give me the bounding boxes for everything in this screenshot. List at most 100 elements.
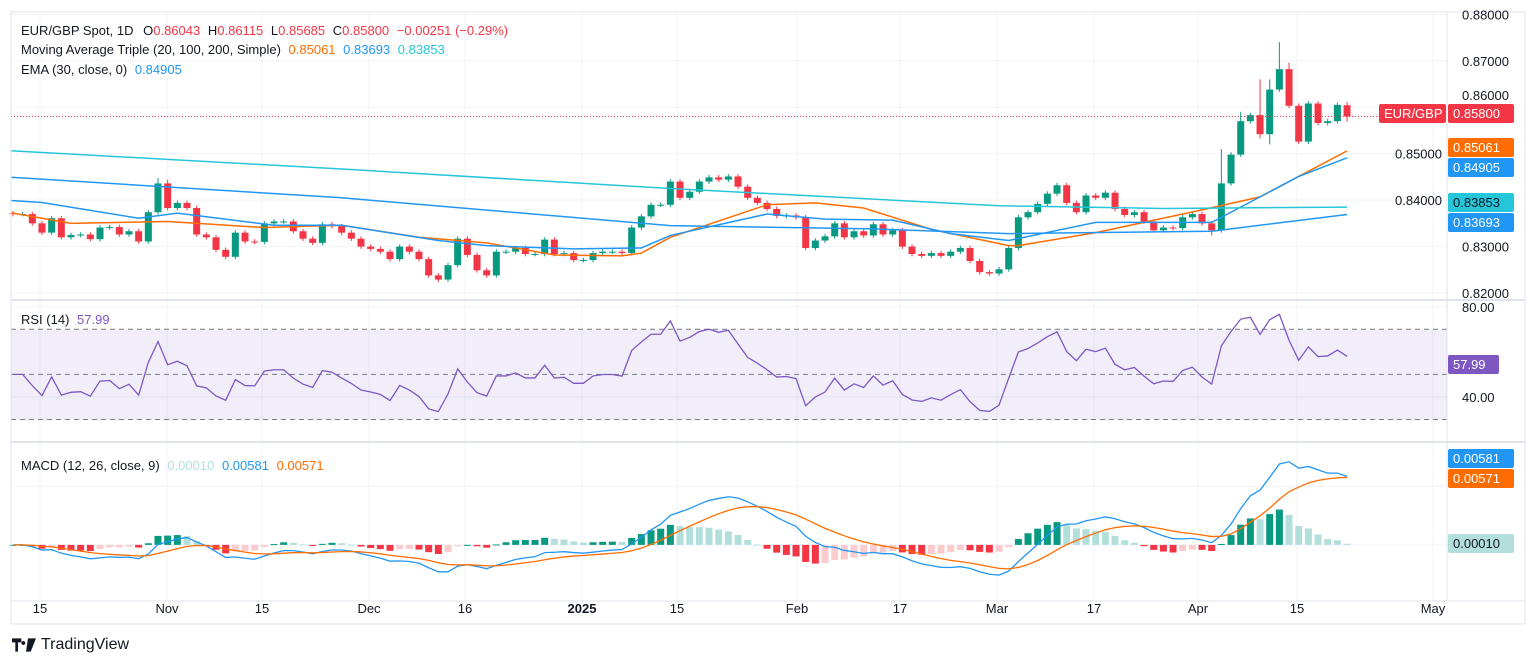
candle-body: [666, 181, 674, 205]
ma200-value: 0.83853: [397, 42, 445, 57]
candle-body: [193, 208, 201, 235]
macd-histogram-bar: [956, 544, 964, 550]
macd-histogram-bar: [1111, 536, 1119, 545]
time-tick-label: Feb: [786, 601, 808, 616]
candle-body: [831, 223, 839, 237]
candle-body: [135, 231, 143, 242]
candle-body: [1043, 193, 1051, 204]
high-value: 0.86115: [217, 23, 264, 38]
macd-histogram-bar: [425, 544, 433, 553]
macd-histogram-bar: [715, 529, 723, 545]
time-tick-label: 15: [33, 601, 47, 616]
macd-histogram-bar: [550, 538, 558, 545]
macd-histogram-bar: [1024, 533, 1032, 545]
candle-body: [38, 223, 46, 233]
candle-body: [405, 246, 413, 252]
macd-histogram-bar: [309, 544, 317, 546]
candle-body: [144, 212, 152, 242]
candle-body: [753, 197, 761, 203]
candle-body: [821, 236, 829, 241]
candle-body: [77, 234, 85, 236]
macd-histogram-bar: [144, 543, 152, 545]
sma200-line: [11, 150, 1348, 210]
open-value: 0.86043: [153, 23, 201, 38]
ema-legend[interactable]: EMA (30, close, 0) 0.84905: [21, 61, 186, 78]
candle-body: [937, 253, 945, 256]
macd-histogram-bar: [985, 544, 993, 553]
candle-body: [231, 232, 239, 257]
candle-body: [1198, 214, 1206, 224]
macd-histogram-bar: [927, 544, 935, 555]
rsi-tag: 57.99: [1448, 355, 1499, 374]
candle-body: [811, 240, 819, 248]
candle-body: [1121, 208, 1129, 215]
price-tick-label: 0.84000: [1395, 193, 1442, 208]
macd-histogram-bar: [608, 541, 616, 545]
macd-histogram-bar: [405, 544, 413, 549]
macd-histogram-bar: [318, 543, 326, 545]
candle-body: [67, 234, 75, 238]
signal-tag: 0.00571: [1448, 469, 1514, 488]
ma-legend[interactable]: Moving Average Triple (20, 100, 200, Sim…: [21, 41, 449, 58]
candle-body: [773, 208, 781, 216]
macd-histogram-bar: [599, 541, 607, 545]
candle-body: [1101, 192, 1109, 198]
macd-histogram-bar: [705, 527, 713, 545]
macd-histogram-bar: [1179, 544, 1187, 552]
candle-body: [183, 202, 191, 209]
macd-histogram-bar: [473, 544, 481, 547]
tradingview-logo-icon: [12, 638, 36, 652]
macd-histogram-bar: [299, 544, 307, 546]
macd-histogram-bar: [908, 544, 916, 554]
symbol-legend: EUR/GBP Spot, 1D O0.86043 H0.86115 L0.85…: [21, 22, 512, 39]
candle-body: [1275, 69, 1283, 90]
candle-body: [270, 221, 278, 224]
macd-histogram-bar: [357, 544, 365, 547]
candle-body: [425, 259, 433, 276]
macd-histogram-bar: [966, 544, 974, 551]
macd-histogram-bar: [173, 535, 181, 545]
macd-histogram-bar: [502, 542, 510, 545]
macd-histogram-bar: [589, 542, 597, 545]
tradingview-logo[interactable]: TradingView: [12, 636, 129, 654]
macd-histogram-bar: [773, 544, 781, 553]
candle-body: [483, 270, 491, 276]
candle-body: [1188, 214, 1196, 218]
macd-histogram-bar: [1034, 528, 1042, 545]
candle-body: [966, 247, 974, 261]
macd-histogram-bar: [1237, 524, 1245, 545]
macd-histogram-bar: [434, 544, 442, 554]
symbol-title: EUR/GBP Spot, 1D: [21, 23, 134, 38]
candle-body: [376, 248, 384, 252]
candle-body: [251, 241, 259, 243]
time-tick-label: May: [1421, 601, 1446, 616]
rsi-legend[interactable]: RSI (14) 57.99: [21, 311, 114, 328]
macd-histogram-bar: [1324, 539, 1332, 545]
candle-body: [444, 265, 452, 280]
macd-legend[interactable]: MACD (12, 26, close, 9) 0.00010 0.00581 …: [21, 457, 328, 474]
macd-histogram-bar: [512, 540, 520, 545]
rsi-tick-label: 80.00: [1462, 300, 1495, 315]
macd-histogram-bar: [338, 543, 346, 545]
candle-body: [1140, 212, 1148, 222]
macd-histogram-bar: [579, 542, 587, 545]
candle-body: [763, 202, 771, 209]
ma20-tag: 0.85061: [1448, 138, 1514, 157]
price-tick-label: 0.86000: [1462, 88, 1509, 103]
macd-histogram-bar: [1101, 531, 1109, 545]
macd-histogram-bar: [1053, 522, 1061, 545]
macd-histogram-bar: [463, 544, 471, 546]
candle-body: [1024, 212, 1032, 218]
candle-body: [840, 223, 848, 238]
candle-body: [347, 232, 355, 239]
candle-body: [1208, 223, 1216, 231]
macd-hist-value: 0.00010: [167, 458, 215, 473]
candle-body: [1082, 195, 1090, 213]
candle-body: [86, 234, 94, 240]
candle-body: [1159, 227, 1167, 231]
macd-histogram-bar: [1140, 544, 1148, 547]
candle-body: [1169, 227, 1177, 229]
time-tick-label: Dec: [357, 601, 381, 616]
candle-body: [550, 239, 558, 255]
